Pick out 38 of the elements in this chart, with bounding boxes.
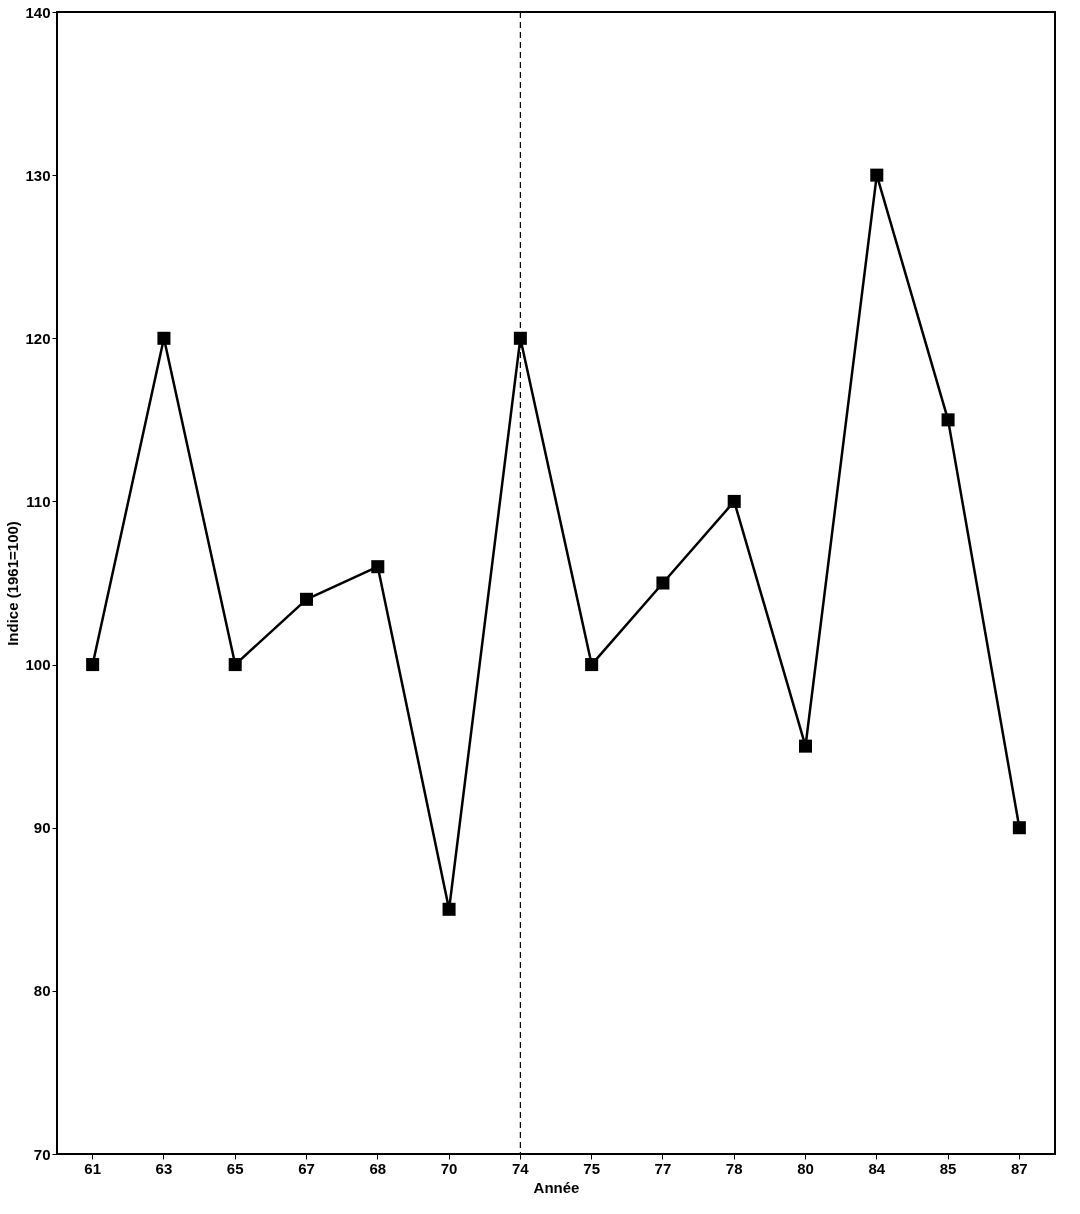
point xyxy=(656,576,670,590)
point xyxy=(727,494,741,508)
point xyxy=(442,902,456,916)
x-tick-label: 67 xyxy=(298,1159,315,1177)
x-tick-label: 70 xyxy=(440,1159,458,1177)
x-tick-label: 65 xyxy=(226,1159,244,1177)
y-tick-label: 140 xyxy=(25,3,51,21)
y-tick-label: 130 xyxy=(25,166,51,184)
x-tick-label: 80 xyxy=(797,1159,814,1177)
x-tick-label: 75 xyxy=(583,1159,600,1177)
y-tick-label: 110 xyxy=(26,492,51,510)
y-tick-label: 90 xyxy=(33,819,51,837)
x-axis-title: Année xyxy=(533,1178,580,1196)
x-tick-label: 68 xyxy=(369,1159,387,1177)
y-axis-title: Indice (1961=100) xyxy=(4,521,22,646)
x-tick-label: 78 xyxy=(725,1159,743,1177)
x-tick-label: 74 xyxy=(512,1159,530,1177)
point xyxy=(371,560,385,574)
y-tick-label: 80 xyxy=(33,982,51,1000)
x-tick-label: 87 xyxy=(1011,1159,1028,1177)
point xyxy=(870,168,884,182)
y-tick-label: 120 xyxy=(25,329,51,347)
point xyxy=(941,413,955,427)
point xyxy=(228,658,242,672)
point xyxy=(798,739,813,753)
y-tick-label: 100 xyxy=(25,656,51,674)
x-tick-label: 77 xyxy=(654,1159,672,1177)
point xyxy=(299,592,314,606)
point xyxy=(585,658,599,672)
y-tick-label: 70 xyxy=(33,1145,51,1163)
x-tick-label: 61 xyxy=(84,1159,101,1177)
point xyxy=(157,331,171,345)
x-tick-label: 85 xyxy=(939,1159,957,1177)
point xyxy=(513,331,527,345)
point xyxy=(86,658,100,672)
x-tick-label: 63 xyxy=(155,1159,173,1177)
x-tick-label: 84 xyxy=(868,1159,886,1177)
point xyxy=(1012,821,1026,835)
